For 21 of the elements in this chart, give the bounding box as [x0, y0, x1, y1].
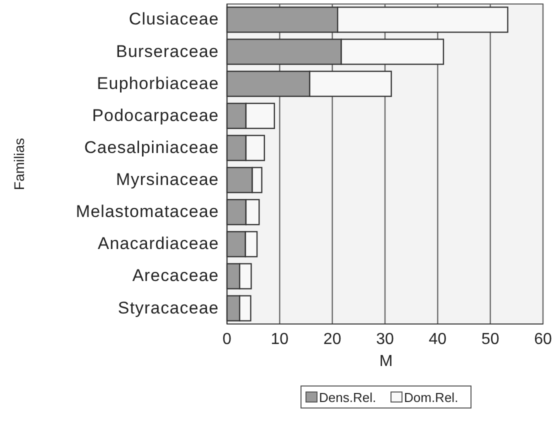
y-tick-label: Myrsinaceae: [116, 170, 219, 190]
x-tick-label: 20: [323, 331, 342, 348]
x-tick-label: 50: [481, 331, 500, 348]
y-tick-label: Burseraceae: [116, 42, 219, 61]
legend-label: Dens.Rel.: [319, 390, 376, 405]
y-tick-label: Euphorbiaceae: [96, 74, 219, 93]
x-tick-label: 10: [270, 331, 289, 348]
y-axis-title: Familias: [11, 138, 27, 190]
y-tick-label: Styracaceae: [118, 298, 219, 318]
y-tick-label: Clusiaceae: [128, 10, 219, 29]
x-axis-title: M: [379, 353, 393, 370]
y-tick-label: Anacardiaceae: [98, 234, 219, 254]
x-tick-label: 30: [376, 331, 394, 348]
y-tick-label: Arecaceae: [132, 266, 219, 286]
y-tick-label: Podocarpaceae: [92, 106, 219, 125]
x-tick-label: 0: [222, 331, 232, 348]
y-tick-label: Caesalpiniaceae: [84, 138, 219, 157]
x-tick-label: 40: [428, 331, 447, 348]
x-tick-label: 60: [534, 331, 552, 348]
text: Dom.Rel.: [404, 390, 458, 405]
y-tick-label: Melastomataceae: [76, 202, 219, 222]
